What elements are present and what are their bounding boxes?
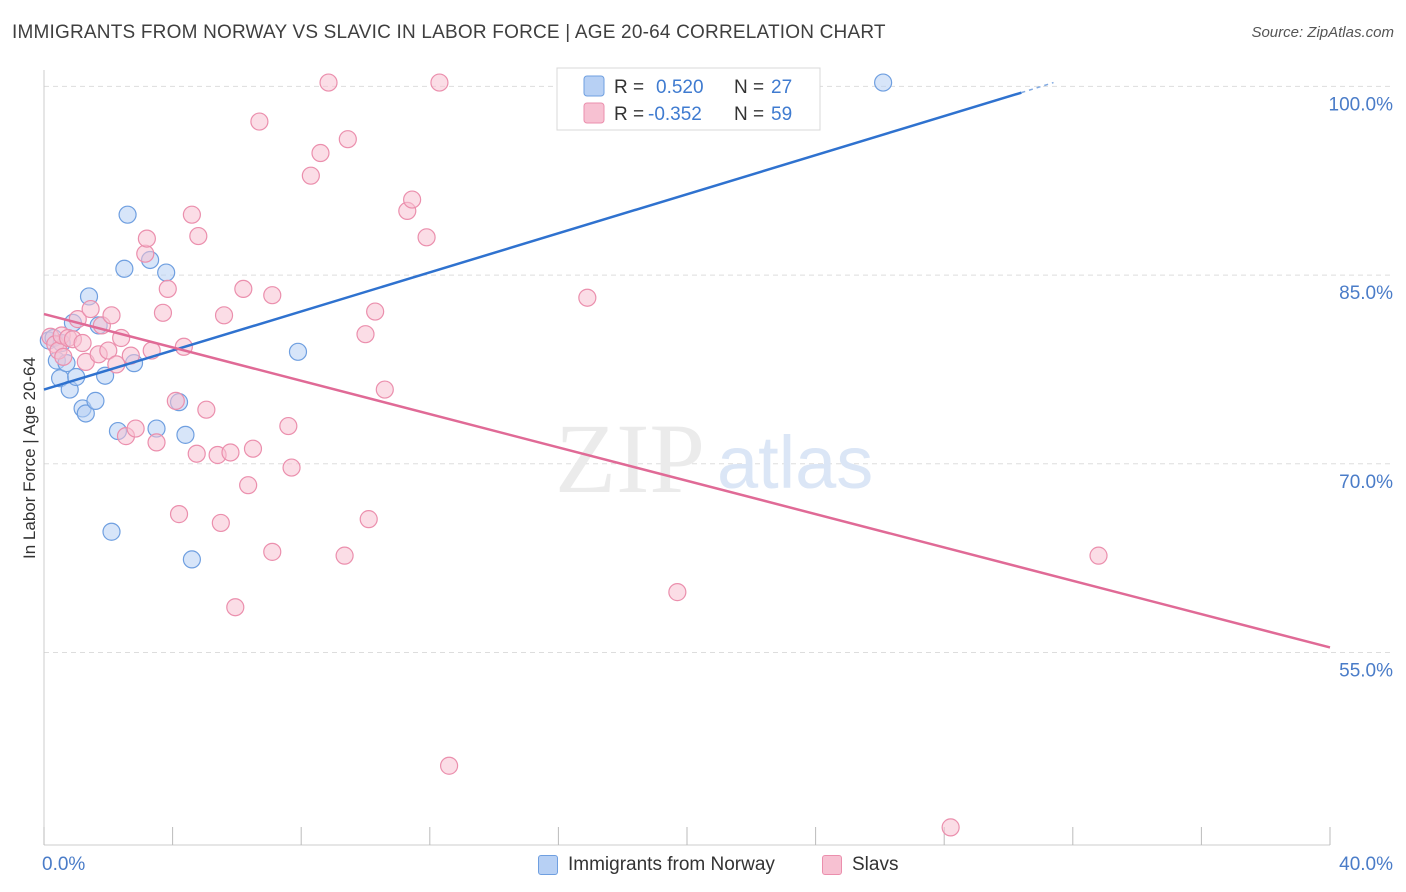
series-legend: Immigrants from Norway Slavs: [0, 852, 1406, 878]
slavs-point: [214, 306, 234, 325]
norway-point: [176, 425, 195, 444]
slavs-point: [417, 228, 436, 247]
legend-label-slavs: Slavs: [852, 854, 899, 875]
y-tick-labels: 100.0% 85.0% 70.0% 55.0%: [1329, 94, 1394, 681]
slavs-point: [153, 303, 173, 322]
norway-trend-line-extension: [1021, 81, 1054, 94]
norway-point: [874, 73, 893, 92]
norway-point: [86, 391, 105, 410]
chart-title: IMMIGRANTS FROM NORWAY VS SLAVIC IN LABO…: [12, 22, 886, 43]
watermark: ZIP atlas: [555, 403, 873, 514]
x-tick-labels: 0.0% 40.0%: [42, 854, 1393, 875]
trend-lines: [43, 81, 1331, 649]
y-tick-label: 55.0%: [1339, 661, 1393, 682]
stats-legend-swatch-norway: [583, 75, 605, 97]
slavs-point: [137, 229, 156, 248]
watermark-zip: ZIP: [555, 403, 705, 514]
slavs-trend-line: [43, 312, 1331, 649]
slavs-point: [578, 288, 597, 307]
slavs-point: [81, 299, 100, 319]
norway-point: [76, 404, 95, 423]
grid-lines: [44, 85, 1394, 654]
stats-r-label-slavs: R =: [614, 104, 644, 125]
norway-point: [118, 205, 137, 224]
slavs-point: [187, 444, 206, 463]
y-tick-label: 70.0%: [1339, 472, 1393, 493]
slavs-point: [941, 818, 960, 837]
legend-item-slavs[interactable]: Slavs: [822, 852, 898, 878]
stats-n-value-norway: 27: [771, 77, 792, 98]
slavs-point: [126, 419, 145, 438]
x-tick-label: 40.0%: [1339, 854, 1393, 875]
x-tick-label: 0.0%: [42, 854, 85, 875]
slavs-point: [430, 73, 449, 92]
slavs-point: [189, 226, 208, 246]
slavs-point: [279, 416, 298, 436]
legend-swatch-norway: [538, 855, 558, 875]
slavs-point: [311, 143, 330, 163]
stats-n-value-slavs: 59: [771, 104, 792, 125]
slavs-point: [668, 583, 687, 602]
slavs-point: [166, 391, 185, 410]
slavs-point: [319, 73, 338, 92]
slavs-point: [136, 244, 155, 263]
slavs-point: [250, 112, 269, 131]
legend-swatch-slavs: [822, 855, 842, 875]
legend-label-norway: Immigrants from Norway: [568, 854, 775, 875]
slavs-point: [1089, 546, 1108, 565]
y-axis-label: In Labor Force | Age 20-64: [20, 357, 39, 559]
slavs-point: [158, 279, 177, 299]
stats-legend-swatch-slavs: [583, 102, 605, 124]
slavs-point: [403, 190, 422, 209]
slavs-point: [211, 513, 230, 533]
source-label: Source: ZipAtlas.com: [1251, 24, 1394, 41]
slavs-point: [338, 130, 357, 149]
axes: [43, 70, 1331, 846]
slavs-point: [147, 433, 166, 452]
stats-n-label-slavs: N =: [734, 104, 764, 125]
stats-n-label-norway: N =: [734, 77, 764, 98]
slavs-point: [301, 166, 320, 185]
slavs-point: [73, 333, 92, 353]
slavs-point: [169, 505, 189, 524]
slavs-point: [335, 546, 354, 565]
slavs-point: [239, 476, 258, 495]
slavs-point: [263, 542, 282, 561]
slavs-point: [102, 306, 121, 325]
slavs-point: [356, 325, 375, 344]
legend-item-norway[interactable]: Immigrants from Norway: [538, 852, 775, 878]
norway-point: [115, 259, 134, 278]
stats-r-value-slavs: -0.352: [648, 104, 702, 125]
slavs-point: [359, 510, 378, 529]
slavs-point: [221, 443, 240, 462]
slavs-point: [54, 347, 73, 366]
slavs-point: [99, 341, 118, 360]
y-tick-label: 100.0%: [1329, 94, 1394, 115]
slavs-point: [439, 756, 459, 775]
slavs-point: [234, 279, 253, 299]
stats-r-label-norway: R =: [614, 77, 644, 98]
slavs-point: [226, 598, 245, 617]
stats-r-value-norway: 0.520: [656, 77, 704, 98]
norway-point: [102, 522, 121, 541]
data-points: [39, 73, 1108, 837]
y-tick-label: 85.0%: [1339, 283, 1393, 304]
slavs-point: [375, 380, 394, 399]
norway-point: [157, 263, 176, 282]
slavs-point: [282, 458, 301, 477]
norway-point: [182, 550, 201, 569]
watermark-atlas: atlas: [717, 421, 873, 504]
norway-point: [288, 342, 308, 361]
slavs-point: [263, 286, 282, 305]
slavs-point: [197, 400, 216, 419]
slavs-point: [366, 302, 385, 321]
stats-legend: R = 0.520 N = 27 R = -0.352 N = 59: [556, 67, 821, 131]
slavs-point: [243, 439, 263, 458]
norway-trend-line: [43, 91, 1022, 391]
slavs-point: [182, 205, 201, 224]
